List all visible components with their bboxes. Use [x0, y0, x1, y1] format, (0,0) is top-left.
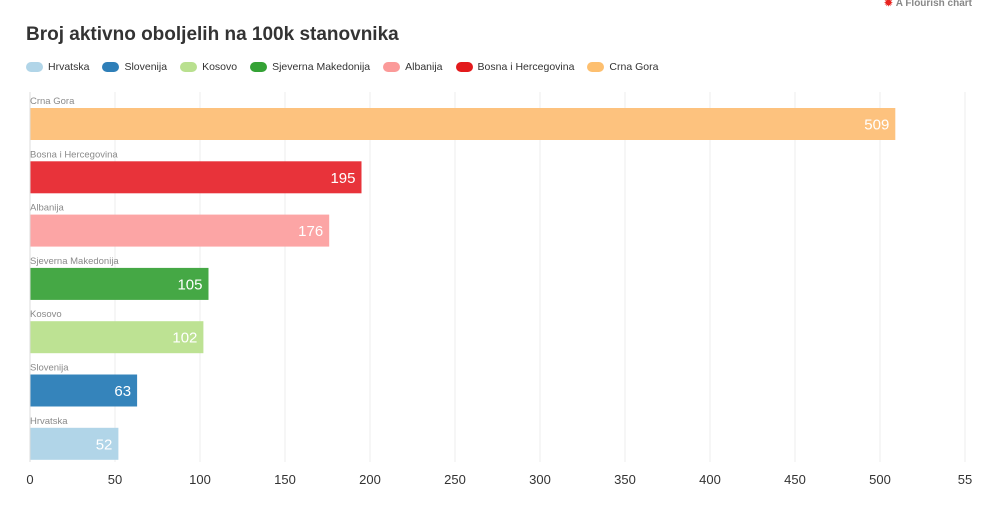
legend-label: Hrvatska	[48, 61, 90, 73]
legend-swatch	[26, 62, 43, 72]
category-label: Crna Gora	[30, 96, 75, 107]
category-label: Bosna i Hercegovina	[30, 149, 118, 160]
flourish-credit-label: A Flourish chart	[895, 0, 972, 9]
legend-label: Bosna i Hercegovina	[477, 61, 575, 73]
x-tick-label: 100	[189, 472, 211, 487]
bar	[30, 321, 204, 354]
legend-label: Albanija	[405, 61, 443, 73]
flourish-credit[interactable]: ✹ A Flourish chart	[884, 0, 972, 9]
legend-item-crna-gora[interactable]: Crna Gora	[587, 61, 658, 73]
legend-item-kosovo[interactable]: Kosovo	[180, 61, 237, 73]
bar-value-label: 105	[177, 276, 202, 293]
bar	[30, 267, 209, 300]
bar	[30, 374, 138, 407]
bar	[30, 161, 362, 194]
bar	[30, 108, 896, 140]
legend-swatch	[383, 62, 401, 72]
x-tick-label: 500	[869, 472, 891, 487]
x-tick-label: 400	[699, 472, 721, 487]
x-tick-label: 50	[108, 472, 122, 487]
legend-label: Sjeverna Makedonija	[272, 61, 371, 73]
x-tick-label: 450	[784, 472, 806, 487]
chart-title: Broj aktivno oboljelih na 100k stanovnik…	[26, 24, 399, 45]
legend-item-albanija[interactable]: Albanija	[383, 61, 443, 73]
legend-item-bosna-i-hercegovina[interactable]: Bosna i Hercegovina	[455, 61, 575, 73]
x-tick-label: 350	[614, 472, 636, 487]
x-tick-label: 300	[529, 472, 551, 487]
x-tick-label: 250	[444, 472, 466, 487]
bar	[30, 214, 330, 247]
flourish-logo-icon: ✹	[884, 0, 893, 9]
bar-value-label: 52	[96, 436, 113, 453]
legend-swatch	[180, 62, 198, 72]
x-tick-label: 55	[958, 472, 972, 487]
category-label: Sjeverna Makedonija	[30, 256, 119, 267]
x-tick-label: 150	[274, 472, 296, 487]
legend-swatch	[587, 62, 605, 72]
category-label: Slovenija	[30, 363, 69, 374]
legend-label: Slovenija	[124, 61, 168, 73]
bar-value-label: 63	[114, 383, 131, 400]
bar	[30, 427, 119, 460]
category-label: Kosovo	[30, 309, 62, 320]
category-label: Hrvatska	[30, 416, 68, 427]
bar-value-label: 102	[172, 330, 197, 347]
legend-swatch	[455, 62, 473, 72]
bar-value-label: 176	[298, 223, 323, 240]
legend-item-slovenija[interactable]: Slovenija	[102, 61, 167, 73]
legend-swatch	[102, 62, 120, 72]
chart-legend: Hrvatska Slovenija Kosovo Sjeverna Maked…	[26, 61, 671, 73]
x-tick-label: 0	[26, 472, 33, 487]
bar-value-label: 509	[864, 117, 889, 134]
legend-label: Kosovo	[202, 61, 238, 73]
legend-item-hrvatska[interactable]: Hrvatska	[26, 61, 89, 73]
legend-label: Crna Gora	[609, 61, 659, 73]
category-label: Albanija	[30, 203, 65, 214]
bar-value-label: 195	[330, 170, 355, 187]
x-tick-label: 200	[359, 472, 381, 487]
legend-item-sjeverna-makedonija[interactable]: Sjeverna Makedonija	[250, 61, 370, 73]
legend-swatch	[250, 62, 268, 72]
